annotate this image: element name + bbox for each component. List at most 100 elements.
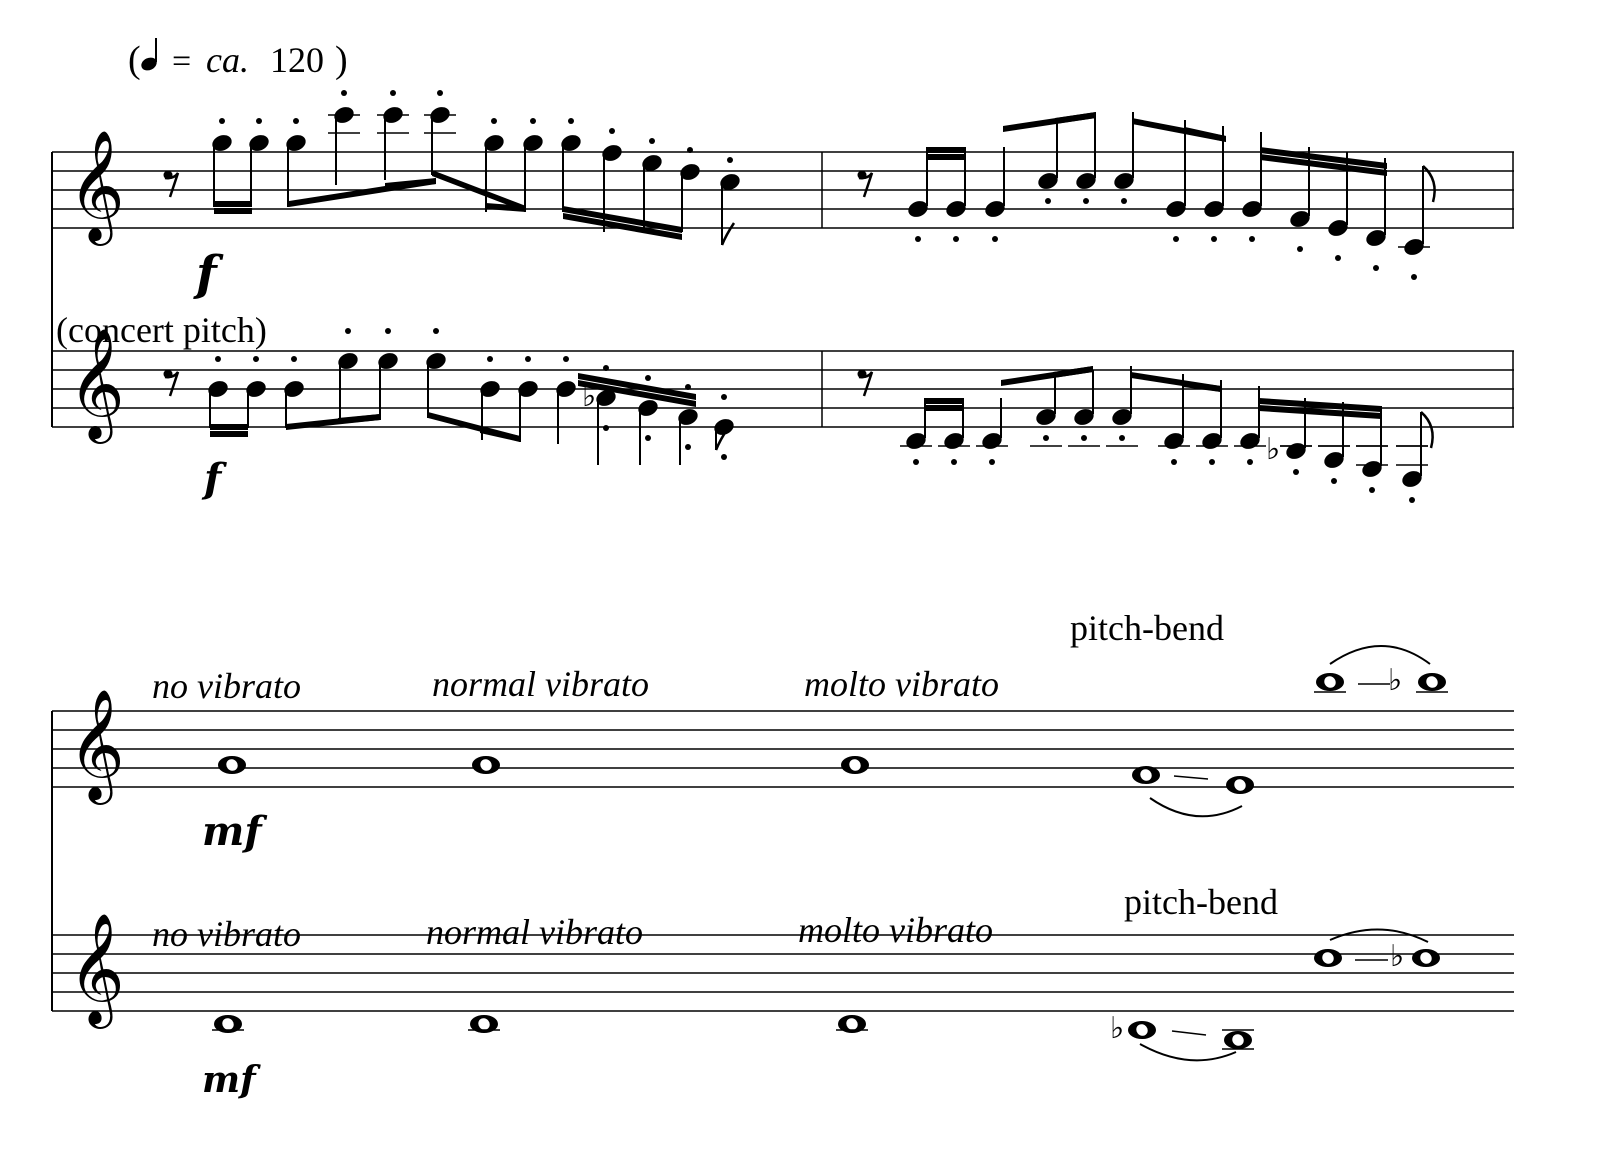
concert-pitch-label: (concert pitch) <box>56 310 267 350</box>
staccato-dot <box>1247 459 1253 465</box>
notehead <box>378 353 398 369</box>
slur <box>1329 645 1431 665</box>
pitch-bend-label: pitch-bend <box>1070 608 1224 648</box>
gliss-line <box>1173 775 1209 780</box>
treble-clef-icon: 𝄞 <box>68 329 125 444</box>
dynamic-forte-top: f <box>193 246 224 302</box>
gliss-line <box>1171 1030 1207 1036</box>
flag <box>1422 165 1436 203</box>
notehead <box>678 409 698 425</box>
staccato-dot <box>951 459 957 465</box>
staccato-dot <box>487 356 493 362</box>
notes-top-measure-2 <box>857 112 1436 280</box>
notehead <box>944 433 964 449</box>
beam <box>480 427 520 442</box>
staccato-dot <box>1293 469 1299 475</box>
expression-normal-vibrato: normal vibrato <box>426 912 643 952</box>
notehead <box>1112 409 1132 425</box>
beam <box>486 203 526 212</box>
flag <box>714 427 730 451</box>
notehead <box>985 201 1005 217</box>
notehead <box>556 381 576 397</box>
staccato-dot <box>530 118 536 124</box>
staccato-dot <box>992 236 998 242</box>
treble-clef-icon: 𝄞 <box>68 914 125 1029</box>
beam <box>578 373 696 400</box>
staccato-dot <box>1119 435 1125 441</box>
expression-molto-vibrato: molto vibrato <box>804 664 999 704</box>
staccato-dot <box>603 365 609 371</box>
notehead <box>642 155 662 171</box>
staccato-dot <box>491 118 497 124</box>
notehead <box>426 353 446 369</box>
notes-system-2: ♭ ♭ ♭ <box>212 645 1448 1062</box>
notehead <box>596 390 616 406</box>
staff-top: 𝄞 <box>52 131 1514 246</box>
notehead <box>1076 173 1096 189</box>
staccato-dot <box>563 356 569 362</box>
notehead <box>908 201 928 217</box>
staccato-dot <box>1211 236 1217 242</box>
notehead <box>1290 211 1310 227</box>
staccato-dot <box>953 236 959 242</box>
beam <box>1055 112 1096 124</box>
beam <box>926 154 966 160</box>
staccato-dot <box>253 356 259 362</box>
notehead <box>1038 173 1058 189</box>
staccato-dot <box>1249 236 1255 242</box>
notehead <box>523 135 543 151</box>
notehead <box>1240 433 1260 449</box>
staccato-dot <box>1173 236 1179 242</box>
staccato-dot <box>721 394 727 400</box>
notehead <box>906 433 926 449</box>
staccato-dot <box>1209 459 1215 465</box>
notes-bottom-measure-1: ♭ <box>163 328 734 465</box>
notehead <box>1166 201 1186 217</box>
staccato-dot <box>390 90 396 96</box>
notehead <box>1366 230 1386 246</box>
flat-sign-icon: ♭ <box>582 379 596 414</box>
flat-sign-icon: ♭ <box>1266 432 1280 467</box>
staccato-dot <box>727 157 733 163</box>
flag <box>1420 411 1434 449</box>
treble-clef-icon: 𝄞 <box>68 131 125 246</box>
staccato-dot <box>645 375 651 381</box>
notehead <box>561 135 581 151</box>
staccato-dot <box>649 138 655 144</box>
beam <box>925 398 963 404</box>
notehead <box>1324 452 1344 468</box>
beam <box>1260 147 1387 169</box>
tempo-bpm: 120 <box>270 40 324 80</box>
tempo-close-paren: ) <box>335 39 348 81</box>
staccato-dot <box>685 384 691 390</box>
flat-sign-icon: ♭ <box>1110 1011 1124 1046</box>
staccato-dot <box>1411 274 1417 280</box>
beam <box>210 424 248 430</box>
staccato-dot <box>291 356 297 362</box>
beam <box>925 405 963 411</box>
slur <box>1149 797 1243 818</box>
beam <box>578 380 696 407</box>
notehead <box>1036 409 1056 425</box>
staccato-dot <box>645 435 651 441</box>
notes-top-measure-1 <box>163 90 740 246</box>
staccato-dot <box>1045 198 1051 204</box>
notehead <box>284 381 304 397</box>
tempo-open-paren: ( <box>128 39 141 81</box>
notehead <box>338 353 358 369</box>
staccato-dot <box>1335 255 1341 261</box>
staccato-dot <box>293 118 299 124</box>
notehead <box>638 400 658 416</box>
notehead <box>246 381 266 397</box>
notehead <box>982 433 1002 449</box>
notehead <box>1114 173 1134 189</box>
staccato-dot <box>1171 459 1177 465</box>
staccato-dot <box>603 425 609 431</box>
tempo-ca: ca. <box>206 40 249 80</box>
beam <box>1053 366 1093 378</box>
beam <box>1183 381 1221 392</box>
beam <box>926 147 966 153</box>
staccato-dot <box>1409 497 1415 503</box>
staff-top: 𝄞 <box>52 690 1514 805</box>
